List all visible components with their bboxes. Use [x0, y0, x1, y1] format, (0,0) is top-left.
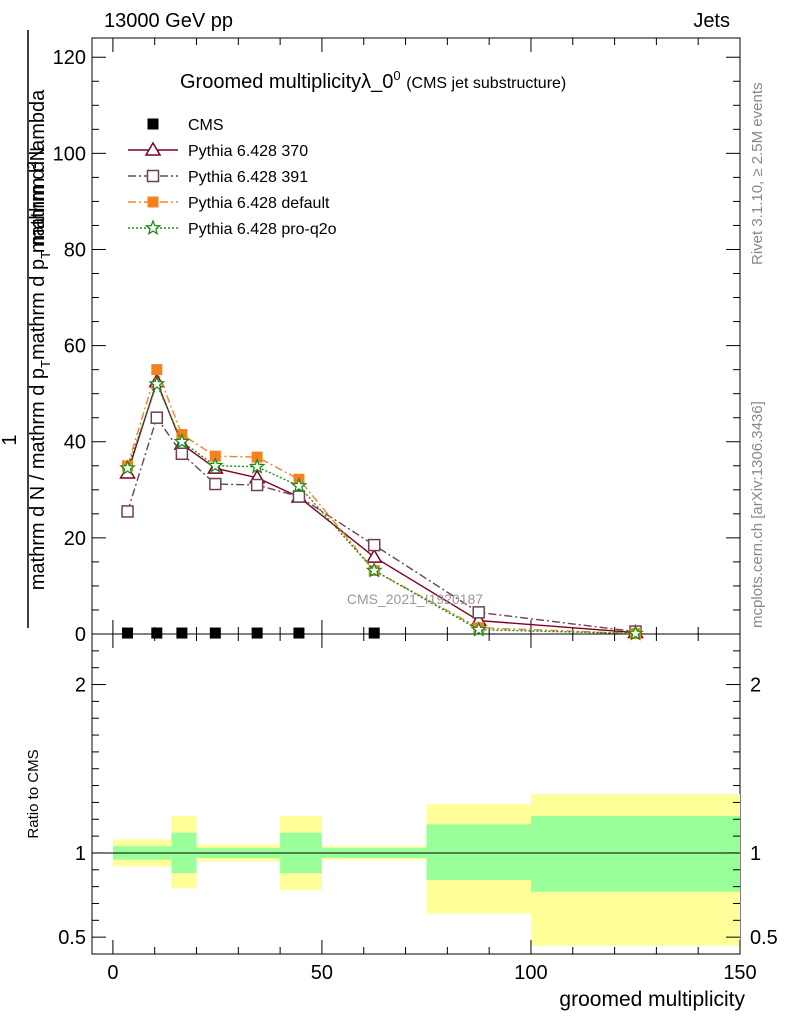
legend-label: CMS — [188, 117, 224, 134]
data-point — [176, 627, 188, 639]
header-right: Jets — [693, 10, 730, 32]
series-layer — [119, 364, 644, 641]
legend-marker — [147, 196, 159, 208]
ylabel-prefactor: 1 — [0, 434, 21, 445]
y-tick-label: 100 — [53, 143, 86, 165]
data-point — [121, 505, 134, 518]
xlabel: groomed multiplicity — [559, 988, 745, 1011]
legend-label: Pythia 6.428 default — [188, 195, 330, 212]
legend-entry: Pythia 6.428 pro-q2o — [128, 219, 337, 238]
data-point — [627, 624, 644, 641]
data-point — [175, 447, 189, 461]
x-tick-label: 50 — [311, 962, 333, 984]
ratio-y-tick-label: 1 — [75, 843, 86, 865]
ratio-inner-band — [426, 824, 531, 880]
legend-entry: Pythia 6.428 370 — [128, 141, 308, 160]
series-4 — [119, 375, 644, 641]
legend-entry: CMS — [147, 117, 224, 134]
ratio-y-tick-label: 0.5 — [58, 927, 86, 949]
data-point — [151, 364, 163, 376]
ratio-y-tick-label: 2 — [75, 675, 86, 697]
data-point — [209, 450, 221, 462]
data-point — [209, 627, 221, 639]
series-0 — [122, 627, 380, 639]
y-tick-label: 40 — [64, 432, 86, 454]
legend-label: Pythia 6.428 pro-q2o — [188, 221, 337, 238]
rivet-label: Rivet 3.1.10, ≥ 2.5M events — [749, 83, 766, 266]
data-point — [209, 477, 222, 491]
legend-label: Pythia 6.428 391 — [188, 169, 308, 186]
data-point — [148, 375, 166, 392]
data-point — [470, 620, 488, 637]
data-point — [365, 548, 383, 563]
legend-marker — [146, 169, 160, 183]
ylabel-denominator: mathrm d N / mathrm d pTmathrm d pT math… — [27, 89, 53, 590]
data-point — [368, 627, 380, 639]
y-tick-label: 120 — [53, 47, 86, 69]
analysis-watermark: CMS_2021_I1920187 — [347, 591, 483, 607]
chart-title: Groomed multiplicityλ_00 (CMS jet substr… — [180, 63, 566, 93]
header-left: 13000 GeV pp — [104, 10, 233, 32]
x-tick-label: 0 — [107, 962, 118, 984]
y-tick-label: 80 — [64, 239, 86, 261]
data-point — [290, 477, 308, 494]
main-axis-ticks: 0 20 40 60 80 100 120 — [53, 38, 741, 646]
y-tick-label: 20 — [64, 528, 86, 550]
data-point — [367, 538, 381, 552]
data-point — [293, 627, 305, 639]
data-point — [251, 451, 263, 463]
data-point — [248, 457, 266, 474]
data-point — [250, 478, 264, 492]
x-tick-label: 100 — [514, 962, 547, 984]
legend-entry: Pythia 6.428 391 — [128, 169, 308, 186]
main-ylabel: 1 mathrm d2N mathrm d N / mathrm d pTmat… — [0, 30, 53, 628]
data-point — [365, 561, 383, 578]
legend-marker — [147, 118, 159, 130]
mcplots-label: mcplots.cern.ch [arXiv:1306.3436] — [749, 401, 766, 628]
legend-marker — [144, 219, 162, 236]
data-point — [207, 457, 224, 473]
legend-entry: Pythia 6.428 default — [128, 195, 330, 212]
ratio-y-tick-label-right: 0.5 — [750, 927, 778, 949]
legend-label: Pythia 6.428 370 — [188, 143, 308, 160]
x-tick-label: 150 — [723, 962, 756, 984]
legend-marker — [144, 141, 162, 156]
ylabel-numerator: mathrm d2N — [24, 147, 49, 253]
data-point — [173, 432, 191, 449]
ratio-axis-ticks: 0.5 0.5 1 1 2 2 0 50 100 150 — [58, 634, 778, 984]
ratio-ylabel: Ratio to CMS — [25, 749, 42, 838]
data-point — [119, 459, 136, 476]
ratio-inner-band — [530, 815, 740, 892]
ratio-y-tick-label-right: 1 — [750, 843, 761, 865]
data-point — [472, 606, 485, 619]
y-tick-label: 0 — [75, 624, 86, 646]
data-point — [151, 627, 163, 639]
legend: CMS Pythia 6.428 370 Pythia 6.428 391 Pythi… — [128, 117, 337, 238]
ratio-bands — [112, 794, 740, 946]
data-point — [122, 627, 134, 639]
data-point — [251, 627, 263, 639]
data-point — [150, 411, 164, 424]
y-tick-label: 60 — [64, 336, 86, 358]
data-point — [292, 490, 306, 503]
ratio-y-tick-label-right: 2 — [750, 675, 761, 697]
